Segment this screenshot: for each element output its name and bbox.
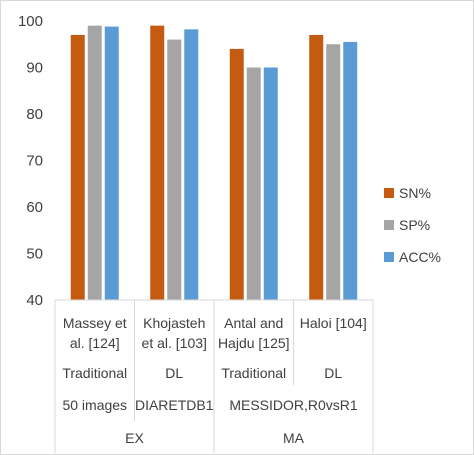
bar-sp: [246, 67, 261, 300]
dataset-label: MESSIDOR,R0vsR1: [229, 397, 358, 413]
bar-sn: [150, 25, 165, 301]
bar-sp: [87, 25, 102, 301]
method-label: Traditional: [221, 365, 286, 381]
bar-acc: [263, 67, 278, 300]
bar-sp: [326, 44, 341, 300]
legend-swatch: [384, 252, 394, 262]
bar-acc: [184, 29, 199, 301]
y-tick-label: 60: [26, 199, 43, 216]
method-label: DL: [165, 365, 183, 381]
bar-sp: [167, 39, 182, 300]
y-tick-label: 90: [26, 60, 43, 77]
legend-swatch: [384, 188, 394, 198]
method-label: Traditional: [62, 365, 127, 381]
bar-sn: [309, 34, 324, 300]
category-label: Antal and: [224, 315, 283, 331]
group-label: EX: [125, 430, 144, 446]
y-tick-label: 80: [26, 106, 43, 123]
legend-label: SN%: [399, 185, 431, 201]
bar-sn: [229, 48, 244, 301]
legend-label: SP%: [399, 217, 430, 233]
category-label: Haloi [104]: [300, 315, 367, 331]
legend-swatch: [384, 220, 394, 230]
bar-sn: [70, 34, 85, 300]
dataset-label: 50 images: [62, 397, 127, 413]
category-label: Massey et: [63, 315, 127, 331]
y-tick-label: 100: [18, 13, 43, 30]
y-tick-label: 70: [26, 153, 43, 170]
legend-label: ACC%: [399, 249, 441, 265]
bar-acc: [104, 26, 119, 301]
y-tick-label: 50: [26, 246, 43, 263]
method-label: DL: [324, 365, 342, 381]
category-label: et al. [103]: [142, 335, 207, 351]
dataset-label: DIARETDB1: [135, 397, 214, 413]
bar-acc: [343, 41, 358, 301]
category-label: al. [124]: [70, 335, 120, 351]
category-label: Hajdu [125]: [218, 335, 290, 351]
group-label: MA: [283, 430, 305, 446]
category-label: Khojasteh: [143, 315, 205, 331]
y-tick-label: 40: [26, 292, 43, 309]
